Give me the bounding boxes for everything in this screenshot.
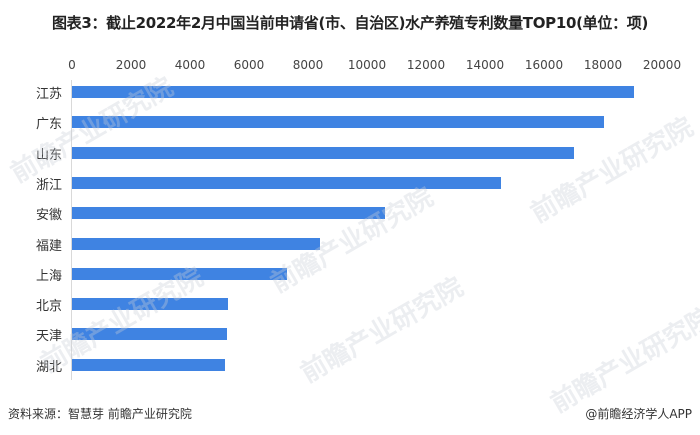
x-tick: 2000 xyxy=(115,58,147,72)
category-label: 上海 xyxy=(35,268,62,284)
bar xyxy=(72,207,385,220)
x-tick: 10000 xyxy=(347,58,387,72)
credit-note: @前瞻经济学人APP xyxy=(585,407,692,421)
bar xyxy=(72,146,574,159)
category-label: 天津 xyxy=(35,329,62,345)
category-label: 浙江 xyxy=(35,177,62,193)
x-tick: 20000 xyxy=(642,58,682,72)
chart-title: 图表3：截止2022年2月中国当前申请省(市、自治区)水产养殖专利数量TOP10… xyxy=(51,14,649,32)
bar xyxy=(72,358,226,371)
x-tick: 0 xyxy=(68,58,76,72)
bar xyxy=(72,267,288,280)
category-label: 福建 xyxy=(35,238,62,254)
bar xyxy=(72,237,320,250)
x-tick: 8000 xyxy=(292,58,324,72)
x-tick: 14000 xyxy=(465,58,505,72)
x-tick: 16000 xyxy=(524,58,564,72)
category-label: 北京 xyxy=(35,299,62,315)
category-label: 山东 xyxy=(35,147,62,163)
watermark: 前瞻产业研究院 xyxy=(545,302,700,420)
category-label: 江苏 xyxy=(35,87,62,102)
bar xyxy=(72,176,502,189)
bar xyxy=(72,86,634,98)
category-label: 安徽 xyxy=(35,208,62,224)
bar xyxy=(72,298,229,311)
source-note: 资料来源：智慧芽 前瞻产业研究院 xyxy=(8,407,192,421)
category-label: 广东 xyxy=(35,117,62,133)
y-axis-line xyxy=(71,80,72,380)
x-tick: 18000 xyxy=(583,58,623,72)
x-tick: 4000 xyxy=(174,58,206,72)
x-tick: 12000 xyxy=(406,58,446,72)
x-tick: 6000 xyxy=(233,58,265,72)
category-label: 湖北 xyxy=(35,359,62,375)
watermark: 前瞻产业研究院 xyxy=(295,272,469,390)
bar xyxy=(72,116,605,129)
bar xyxy=(72,328,227,341)
